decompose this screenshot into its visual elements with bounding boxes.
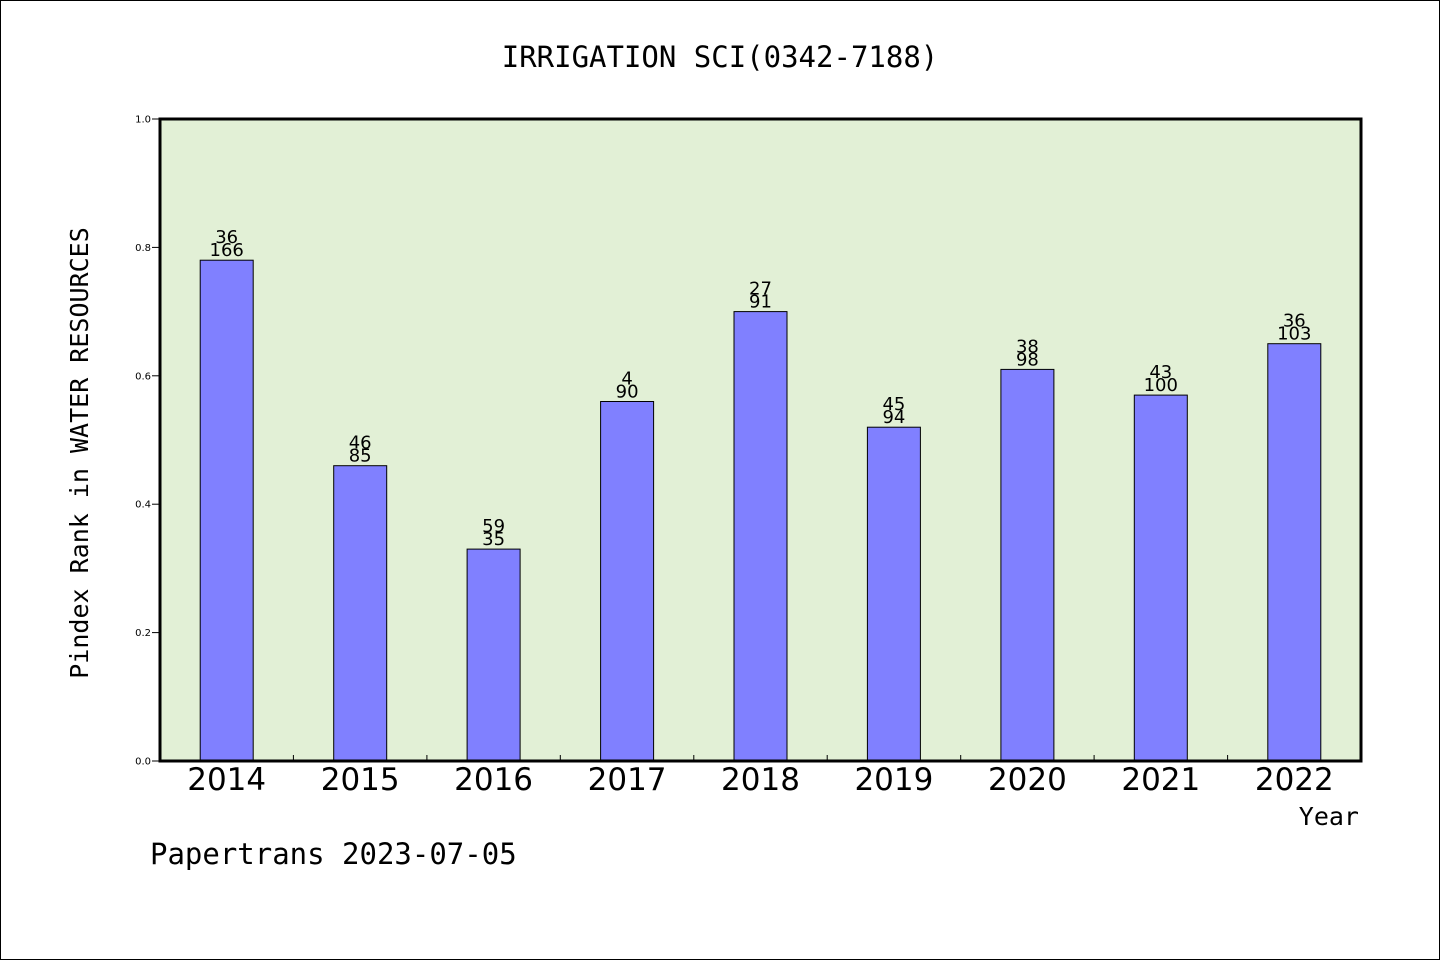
x-tick-label-2014: 2014 [187, 762, 266, 798]
footer-text: Papertrans 2023-07-05 [150, 837, 517, 871]
bar-label-bottom-2014: 166 [210, 240, 244, 261]
bar-label-bottom-2022: 103 [1277, 324, 1311, 345]
y-tick-label: 0.6 [135, 371, 151, 382]
y-tick-label: 0.0 [135, 757, 151, 768]
bar-label-top-2022: 36 [1283, 311, 1306, 332]
y-tick-label: 1.0 [135, 115, 151, 126]
bar-label-top-2015: 46 [349, 433, 372, 454]
x-tick-label-2022: 2022 [1255, 762, 1334, 798]
bar-label-top-2018: 27 [749, 279, 772, 300]
bar-2014 [199, 259, 254, 762]
bar-label-top-2016: 59 [482, 516, 505, 537]
x-tick-label-2021: 2021 [1121, 762, 1200, 798]
bar-label-bottom-2016: 35 [482, 529, 505, 550]
bar-2018 [733, 311, 788, 762]
bar-label-bottom-2020: 98 [1016, 349, 1039, 370]
x-tick-label-2015: 2015 [321, 762, 400, 798]
bar-2016 [466, 548, 521, 762]
y-axis: 0.0 0.2 0.4 0.6 0.8 1.0 [135, 115, 160, 768]
y-tick-label: 0.8 [135, 243, 151, 254]
bar-2017 [600, 401, 655, 762]
bar-2020 [1000, 368, 1055, 762]
y-axis-label: Pindex Rank in WATER RESOURCES [65, 227, 94, 679]
bar-label-top-2021: 43 [1149, 362, 1172, 383]
bar-label-top-2017: 4 [621, 369, 632, 390]
y-tick-label: 0.2 [135, 628, 151, 639]
bar-label-bottom-2017: 90 [616, 382, 639, 403]
x-tick-label-2018: 2018 [721, 762, 800, 798]
bar-label-top-2019: 45 [882, 394, 905, 415]
x-axis: 2014 2015 2016 2017 2018 2019 2020 2021 2022 [187, 755, 1334, 798]
x-axis-label: Year [1299, 802, 1359, 831]
bar-label-bottom-2019: 94 [882, 407, 905, 428]
bars-group [199, 259, 1322, 762]
x-tick-label-2019: 2019 [854, 762, 933, 798]
bar-2019 [866, 426, 921, 762]
x-tick-label-2017: 2017 [588, 762, 667, 798]
y-tick-label: 0.4 [135, 500, 151, 511]
bar-label-top-2020: 38 [1016, 336, 1039, 357]
plot-border [158, 117, 1363, 763]
x-tick-label-2020: 2020 [988, 762, 1067, 798]
bar-label-bottom-2015: 85 [349, 446, 372, 467]
chart-title: IRRIGATION SCI(0342-7188) [502, 40, 939, 74]
bar-label-bottom-2018: 91 [749, 292, 772, 313]
bar-2015 [333, 465, 388, 762]
bar-label-bottom-2021: 100 [1144, 375, 1178, 396]
bar-2022 [1267, 343, 1322, 762]
x-tick-label-2016: 2016 [454, 762, 533, 798]
bar-2021 [1133, 394, 1188, 762]
bar-label-top-2014: 36 [215, 227, 238, 248]
